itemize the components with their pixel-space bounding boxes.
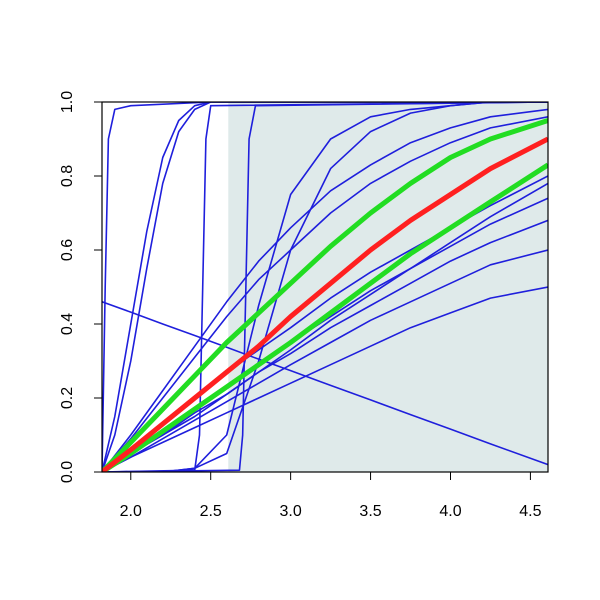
x-tick-label: 4.5 xyxy=(519,503,541,520)
x-tick-label: 4.0 xyxy=(439,503,461,520)
curve xyxy=(102,162,548,472)
curve xyxy=(102,182,548,472)
y-tick-label: 0.8 xyxy=(59,165,76,187)
curve xyxy=(102,102,548,472)
curve xyxy=(102,102,548,472)
curve xyxy=(102,118,548,472)
y-tick-label: 1.0 xyxy=(59,91,76,113)
x-tick-label: 2.5 xyxy=(200,503,222,520)
curve xyxy=(102,136,548,472)
curve xyxy=(102,102,548,472)
y-tick-label: 0.0 xyxy=(59,461,76,483)
x-tick-label: 2.0 xyxy=(120,503,142,520)
plot-frame xyxy=(101,101,549,473)
curve xyxy=(102,108,548,472)
x-tick-label: 3.0 xyxy=(280,503,302,520)
curve xyxy=(102,286,548,472)
curve xyxy=(102,249,548,472)
curve xyxy=(102,102,548,472)
curve xyxy=(102,301,548,466)
y-tick-label: 0.6 xyxy=(59,239,76,261)
shaded-region xyxy=(228,102,548,472)
x-tick-label: 3.5 xyxy=(359,503,381,520)
y-tick-label: 0.2 xyxy=(59,387,76,409)
curve xyxy=(102,102,548,472)
y-tick-label: 0.4 xyxy=(59,313,76,335)
